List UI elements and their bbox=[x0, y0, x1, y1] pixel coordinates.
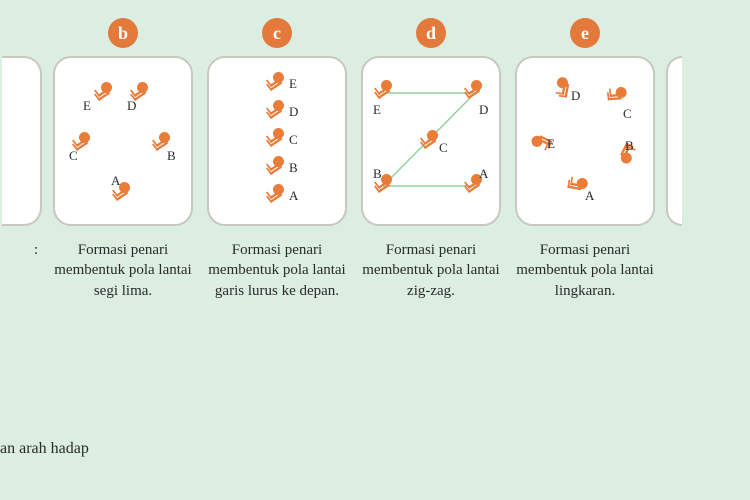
dancer-label: D bbox=[289, 104, 298, 120]
dancer-label: D bbox=[127, 98, 136, 114]
panel-b: b E D C B A Formasi penari membentuk pola la… bbox=[50, 18, 196, 301]
dancer-icon bbox=[269, 156, 287, 178]
panel-partial-left: : bbox=[0, 18, 42, 260]
card-b: E D C B A bbox=[53, 56, 193, 226]
dancer-icon bbox=[467, 80, 485, 102]
dancer-label: C bbox=[69, 148, 78, 164]
dancer-label: B bbox=[373, 166, 382, 182]
badge-d: d bbox=[416, 18, 446, 48]
dancer-icon bbox=[269, 100, 287, 122]
dancer-label: A bbox=[479, 166, 488, 182]
dancer-icon bbox=[75, 132, 93, 154]
dancer-label: C bbox=[439, 140, 448, 156]
caption-c: Formasi penari membentuk pola lantai gar… bbox=[204, 240, 350, 301]
dancer-label: C bbox=[623, 106, 632, 122]
dancer-label: E bbox=[373, 102, 381, 118]
dancer-icon bbox=[269, 128, 287, 150]
caption-d: Formasi penari membentuk pola lantai zig… bbox=[358, 240, 504, 301]
dancer-label: C bbox=[289, 132, 298, 148]
card-c: EDCBA bbox=[207, 56, 347, 226]
dancer-label: D bbox=[479, 102, 488, 118]
card-partial-left bbox=[2, 56, 42, 226]
panel-partial-right bbox=[666, 18, 684, 226]
panel-e: e D C E B A Formasi penari membentuk pola la… bbox=[512, 18, 658, 301]
panel-c: c EDCBA Formasi penari membentuk pola la… bbox=[204, 18, 350, 301]
dancer-label: B bbox=[625, 138, 634, 154]
dancer-icon bbox=[377, 80, 395, 102]
dancer-label: B bbox=[167, 148, 176, 164]
dancer-label: B bbox=[289, 160, 298, 176]
caption-partial-left: : bbox=[30, 240, 42, 260]
caption-e: Formasi penari membentuk pola lantai lin… bbox=[512, 240, 658, 301]
bottom-text: an arah hadap bbox=[0, 440, 89, 458]
dancer-label: D bbox=[571, 88, 580, 104]
dancer-label: A bbox=[289, 188, 298, 204]
dancer-label: E bbox=[289, 76, 297, 92]
card-partial-right bbox=[666, 56, 682, 226]
dancer-label: A bbox=[111, 173, 120, 189]
card-e: D C E B A bbox=[515, 56, 655, 226]
caption-b: Formasi penari membentuk pola lantai seg… bbox=[50, 240, 196, 301]
badge-e: e bbox=[570, 18, 600, 48]
card-d: E D C B A bbox=[361, 56, 501, 226]
dancer-icon bbox=[269, 184, 287, 206]
dancer-icon bbox=[97, 82, 115, 104]
badge-c: c bbox=[262, 18, 292, 48]
badge-b: b bbox=[108, 18, 138, 48]
dancer-icon bbox=[269, 72, 287, 94]
dancer-label: E bbox=[83, 98, 91, 114]
panel-d: d E D C B A Formasi penari membentuk pola la… bbox=[358, 18, 504, 301]
dancer-label: E bbox=[547, 136, 555, 152]
panel-row: : b EDCBA Formasi penari membentuk pola … bbox=[0, 0, 750, 301]
dancer-label: A bbox=[585, 188, 594, 204]
